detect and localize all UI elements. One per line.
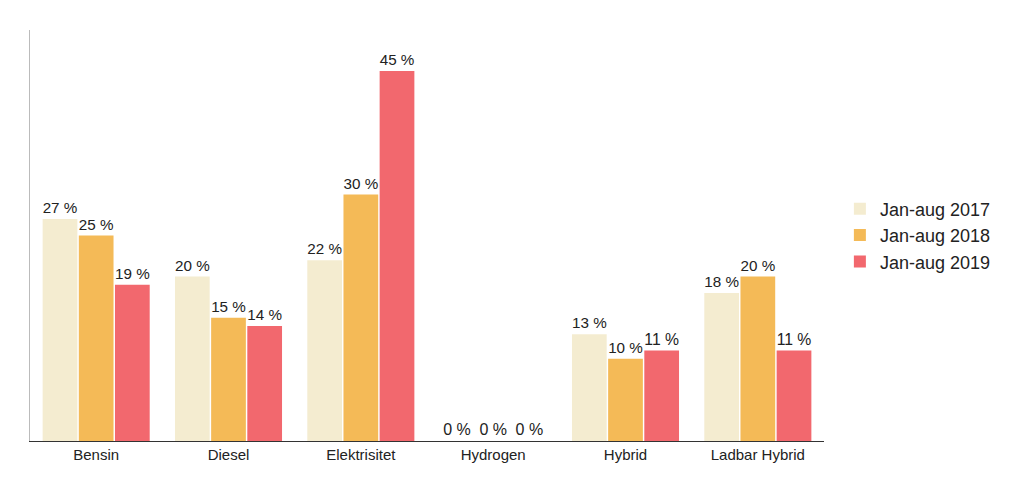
- svg-text:0 %: 0 %: [479, 421, 507, 438]
- svg-text:0 %: 0 %: [443, 421, 471, 438]
- svg-text:19 %: 19 %: [115, 265, 150, 282]
- svg-text:Jan-aug 2018: Jan-aug 2018: [880, 226, 990, 246]
- svg-text:11 %: 11 %: [777, 331, 812, 348]
- svg-text:25 %: 25 %: [79, 216, 114, 233]
- svg-text:Hybrid: Hybrid: [604, 446, 647, 463]
- svg-text:10 %: 10 %: [608, 339, 643, 356]
- svg-text:30 %: 30 %: [343, 175, 378, 192]
- svg-text:18 %: 18 %: [704, 273, 739, 290]
- svg-text:20 %: 20 %: [175, 257, 210, 274]
- svg-text:Bensin: Bensin: [73, 446, 119, 463]
- svg-text:Elektrisitet: Elektrisitet: [326, 446, 396, 463]
- svg-text:45 %: 45 %: [380, 51, 415, 68]
- svg-text:22 %: 22 %: [307, 240, 342, 257]
- svg-text:13 %: 13 %: [572, 314, 607, 331]
- svg-text:11 %: 11 %: [644, 331, 679, 348]
- svg-text:Diesel: Diesel: [208, 446, 250, 463]
- svg-text:27 %: 27 %: [43, 199, 78, 216]
- svg-text:Ladbar Hybrid: Ladbar Hybrid: [711, 446, 805, 463]
- svg-text:Jan-aug 2017: Jan-aug 2017: [880, 200, 990, 220]
- svg-text:15 %: 15 %: [211, 298, 246, 315]
- svg-text:0 %: 0 %: [516, 421, 544, 438]
- svg-text:14 %: 14 %: [247, 306, 282, 323]
- svg-text:Hydrogen: Hydrogen: [461, 446, 526, 463]
- svg-text:Jan-aug 2019: Jan-aug 2019: [880, 253, 990, 273]
- svg-text:20 %: 20 %: [740, 257, 775, 274]
